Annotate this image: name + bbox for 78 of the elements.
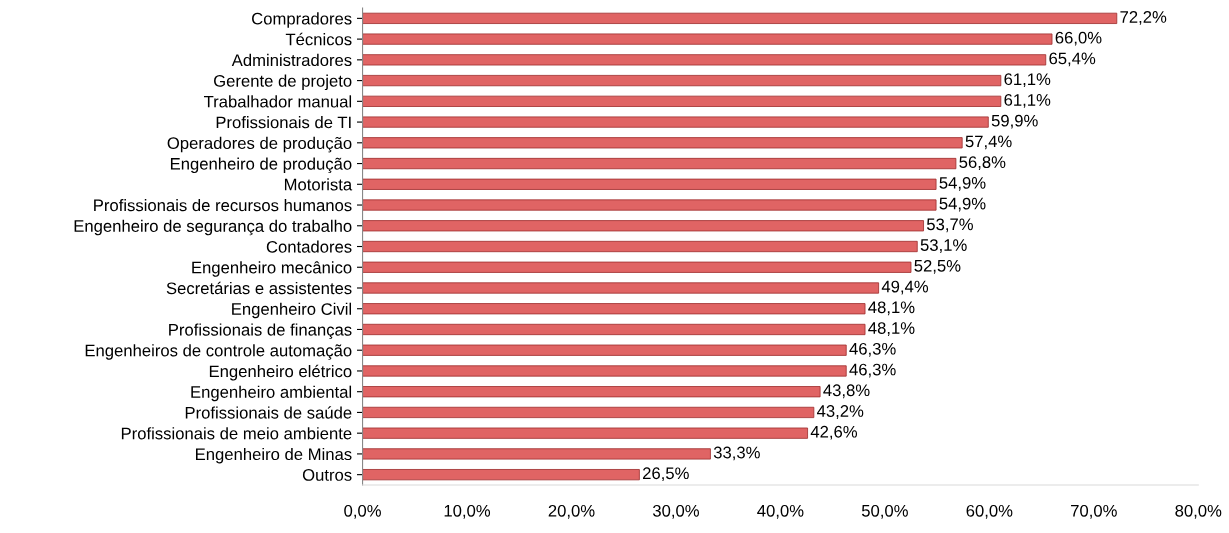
bar xyxy=(362,12,1118,24)
bar xyxy=(362,427,808,439)
data-label: 48,1% xyxy=(868,301,915,316)
y-tick-label: Motorista xyxy=(284,178,353,191)
bar xyxy=(362,344,847,356)
data-label: 53,7% xyxy=(926,218,973,233)
y-tick-label: Operadores de produção xyxy=(167,136,352,153)
y-tick-label: Profissionais de recursos humanos xyxy=(94,198,352,212)
data-label: 48,1% xyxy=(868,322,915,336)
data-label: 66,0% xyxy=(1055,31,1102,46)
y-tick-label: Profissionais de saúde xyxy=(185,406,352,419)
data-label: 46,3% xyxy=(849,342,896,357)
y-tick-label: Contadores xyxy=(266,240,352,253)
y-tick-label: Secretárias e assistentes xyxy=(166,281,352,295)
bar xyxy=(362,240,918,253)
data-label: 46,3% xyxy=(849,363,896,378)
y-tick-label: Gerente de projeto xyxy=(214,74,352,91)
data-label: 65,4% xyxy=(1049,52,1096,67)
data-label: 33,3% xyxy=(713,446,760,461)
data-label: 57,4% xyxy=(965,135,1012,150)
x-tick-label: 0,0% xyxy=(344,504,381,519)
bar xyxy=(362,386,821,398)
bar xyxy=(362,303,866,315)
bar xyxy=(362,54,1047,66)
bar xyxy=(362,220,924,232)
bar xyxy=(362,137,963,149)
data-label: 54,9% xyxy=(939,176,986,191)
y-tick-label: Engenheiros de controle automação xyxy=(85,344,352,360)
y-tick-label: Engenheiro de segurança do trabalho xyxy=(74,219,352,236)
data-label: 42,6% xyxy=(810,425,858,440)
data-label: 53,1% xyxy=(920,239,967,253)
bar xyxy=(362,178,937,190)
bar xyxy=(362,116,989,128)
data-label: 52,5% xyxy=(914,259,961,274)
y-tick-label: Profissionais de meio ambiente xyxy=(121,427,352,440)
bar xyxy=(362,95,1002,107)
x-tick-label: 40,0% xyxy=(757,504,804,519)
y-tick-label: Engenheiro de Minas xyxy=(196,447,352,464)
y-tick-label: Trabalhador manual xyxy=(203,95,352,108)
data-label: 43,8% xyxy=(823,384,870,399)
x-tick-label: 10,0% xyxy=(444,504,491,519)
bar xyxy=(362,282,880,294)
data-label: 43,2% xyxy=(817,405,864,419)
y-tick-label: Administradores xyxy=(231,53,352,67)
data-label: 72,2% xyxy=(1120,11,1167,25)
y-tick-label: Compradores xyxy=(252,12,352,28)
y-tick-label: Outros xyxy=(302,469,352,481)
bar xyxy=(362,448,711,460)
data-label: 26,5% xyxy=(643,467,689,482)
y-tick-label: Engenheiro elétrico xyxy=(209,364,352,381)
x-tick-label: 50,0% xyxy=(861,504,908,519)
y-tick-label: Engenheiro de produção xyxy=(170,157,352,174)
bar xyxy=(362,74,1002,87)
bar xyxy=(362,199,937,211)
x-tick-label: 70,0% xyxy=(1071,504,1117,519)
data-label: 54,9% xyxy=(939,197,986,212)
data-label: 61,1% xyxy=(1004,94,1051,108)
bar xyxy=(362,365,847,377)
y-tick-label: Profissionais de finanças xyxy=(169,323,352,340)
x-tick-label: 30,0% xyxy=(652,504,699,519)
y-tick-label: Engenheiro ambiental xyxy=(191,385,352,402)
data-label: 61,1% xyxy=(1004,73,1051,88)
y-tick-label: Profissionais de TI xyxy=(216,116,351,129)
bar xyxy=(362,323,866,336)
bar xyxy=(362,261,912,273)
data-label: 49,4% xyxy=(881,280,929,295)
bar xyxy=(362,469,640,481)
x-tick-label: 60,0% xyxy=(966,504,1013,519)
bar xyxy=(362,157,957,170)
y-tick-label: Técnicos xyxy=(285,32,352,46)
data-label: 56,8% xyxy=(959,156,1006,170)
y-tick-label: Engenheiro mecânico xyxy=(192,261,352,277)
x-tick-label: 20,0% xyxy=(548,504,595,519)
y-tick-label: Engenheiro Civil xyxy=(232,302,352,319)
bar xyxy=(362,406,815,419)
data-label: 59,9% xyxy=(991,114,1038,129)
bar xyxy=(362,33,1053,45)
x-tick-label: 80,0% xyxy=(1175,504,1222,519)
